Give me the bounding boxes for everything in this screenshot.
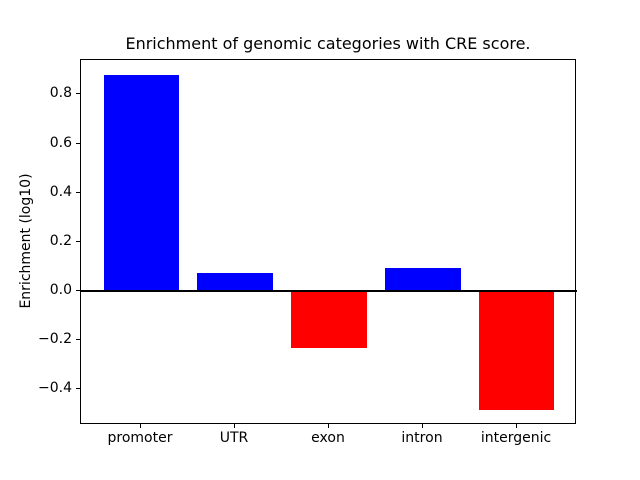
y-tick-mark [76,290,80,291]
bar-UTR [197,272,273,292]
y-tick-mark [76,192,80,193]
bar-intergenic [479,291,555,411]
y-tick-mark [76,143,80,144]
y-tick-label: 0.0 [49,282,72,298]
x-tick-mark [140,424,141,428]
x-tick-label-promoter: promoter [107,430,173,446]
x-tick-mark [328,424,329,428]
y-tick-label: −0.2 [38,331,72,347]
y-tick-mark [76,241,80,242]
x-tick-label-intergenic: intergenic [480,430,552,446]
y-tick-mark [76,339,80,340]
x-tick-label-exon: exon [311,430,345,446]
x-tick-mark [422,424,423,428]
y-tick-label: 0.4 [49,184,72,200]
x-tick-mark [516,424,517,428]
zero-line [81,290,577,293]
y-tick-label: 0.8 [49,85,72,101]
x-tick-mark [234,424,235,428]
y-tick-label: 0.6 [49,135,72,151]
bar-promoter [103,74,179,292]
bar-intron [385,267,461,292]
y-tick-label: −0.4 [38,380,72,396]
y-tick-label: 0.2 [49,233,72,249]
y-tick-mark [76,93,80,94]
chart-title: Enrichment of genomic categories with CR… [125,34,531,53]
x-tick-label-UTR: UTR [219,430,249,446]
bar-exon [291,291,367,348]
y-tick-mark [76,388,80,389]
plot-area [80,59,577,424]
x-tick-label-intron: intron [401,430,443,446]
